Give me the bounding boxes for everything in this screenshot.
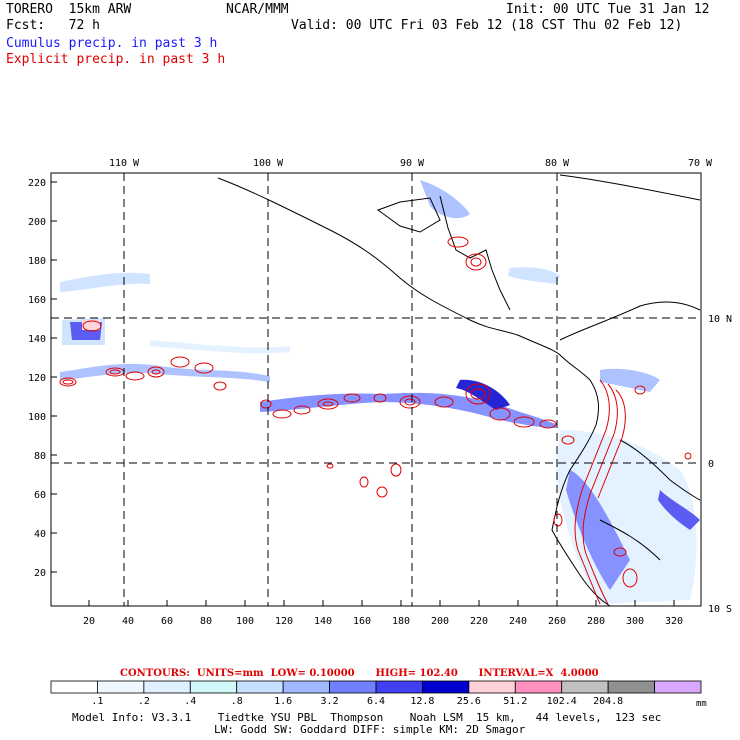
colorbar-label: .2 — [138, 696, 150, 707]
colorbar-swatch — [561, 680, 609, 694]
x-tick-label: 300 — [626, 616, 644, 627]
lat-label-10s: 10 S — [708, 604, 732, 615]
colorbar-label: 6.4 — [367, 696, 385, 707]
y-tick-label: 180 — [28, 256, 46, 267]
y-tick-label: 120 — [28, 373, 46, 384]
x-tick-label: 100 — [236, 616, 254, 627]
colorbar-label: 1.6 — [274, 696, 292, 707]
colorbar-label: .1 — [91, 696, 103, 707]
x-tick-label: 120 — [275, 616, 293, 627]
x-tick-label: 320 — [665, 616, 683, 627]
x-tick-label: 20 — [83, 616, 95, 627]
colorbar-label: 25.6 — [457, 696, 481, 707]
x-tick-label: 40 — [122, 616, 134, 627]
colorbar-label: .8 — [231, 696, 243, 707]
lon-label-80w: 80 W — [545, 158, 570, 169]
x-tick-label: 80 — [200, 616, 212, 627]
colorbar-swatch — [50, 680, 98, 694]
x-tick-label: 280 — [587, 616, 605, 627]
x-tick-label: 220 — [470, 616, 488, 627]
init-time: Init: 00 UTC Tue 31 Jan 12 — [506, 2, 710, 17]
y-tick-label: 60 — [34, 490, 46, 501]
colorbar-swatch — [422, 680, 470, 694]
lat-label-10n: 10 N — [708, 314, 732, 325]
model-info-line1: Model Info: V3.3.1 Tiedtke YSU PBL Thomp… — [72, 711, 662, 724]
x-tick-label: 240 — [509, 616, 527, 627]
colorbar-label: .4 — [184, 696, 196, 707]
lon-label-90w: 90 W — [400, 158, 425, 169]
colorbar-swatch — [654, 680, 702, 694]
y-tick-label: 40 — [34, 529, 46, 540]
map-frame — [50, 172, 702, 607]
model-title: TORERO 15km ARW — [6, 2, 132, 17]
lat-label-0: 0 — [708, 459, 714, 470]
colorbar-label: 51.2 — [503, 696, 527, 707]
field-label-explicit: Explicit precip. in past 3 h — [6, 52, 226, 67]
colorbar-swatch — [468, 680, 516, 694]
y-tick-label: 80 — [34, 451, 46, 462]
color-bar — [50, 680, 702, 694]
x-tick-label: 260 — [548, 616, 566, 627]
y-tick-label: 100 — [28, 412, 46, 423]
contours-note: CONTOURS: UNITS=mm LOW= 0.10000 HIGH= 10… — [120, 668, 599, 679]
x-tick-label: 140 — [314, 616, 332, 627]
organization-label: NCAR/MMM — [226, 2, 289, 17]
forecast-hour: Fcst: 72 h — [6, 18, 100, 33]
axis-ticks — [51, 181, 675, 606]
colorbar-swatch — [514, 680, 563, 694]
x-tick-label: 160 — [353, 616, 371, 627]
explicit-precip-contours — [59, 236, 692, 605]
colorbar-swatch — [282, 680, 330, 694]
colorbar-swatch — [329, 680, 377, 694]
colorbar-swatch — [236, 680, 284, 694]
colorbar-unit: mm — [696, 699, 707, 709]
colorbar-swatch — [143, 680, 191, 694]
y-tick-label: 220 — [28, 178, 46, 189]
colorbar-swatch — [189, 680, 238, 694]
colorbar-swatch — [375, 680, 423, 694]
x-tick-label: 180 — [392, 616, 410, 627]
colorbar-label: 204.8 — [593, 696, 623, 707]
colorbar-swatch — [97, 680, 145, 694]
colorbar-label: 3.2 — [321, 696, 339, 707]
lon-label-110w: 110 W — [109, 158, 140, 169]
x-tick-label: 200 — [431, 616, 449, 627]
x-tick-label: 60 — [161, 616, 173, 627]
lat-lon-grid — [51, 173, 701, 606]
lon-label-100w: 100 W — [253, 158, 284, 169]
y-tick-label: 140 — [28, 334, 46, 345]
y-tick-label: 20 — [34, 568, 46, 579]
y-tick-label: 160 — [28, 295, 46, 306]
cumulus-precip-shading — [60, 180, 700, 604]
coastlines — [217, 174, 701, 607]
colorbar-label: 102.4 — [547, 696, 577, 707]
y-tick-label: 200 — [28, 217, 46, 228]
model-info-line2: LW: Godd SW: Goddard DIFF: simple KM: 2D… — [214, 723, 526, 736]
valid-time: Valid: 00 UTC Fri 03 Feb 12 (18 CST Thu … — [291, 18, 683, 33]
colorbar-label: 12.8 — [410, 696, 434, 707]
field-label-cumulus: Cumulus precip. in past 3 h — [6, 36, 218, 51]
colorbar-swatch — [607, 680, 655, 694]
lon-label-70w: 70 W — [688, 158, 713, 169]
